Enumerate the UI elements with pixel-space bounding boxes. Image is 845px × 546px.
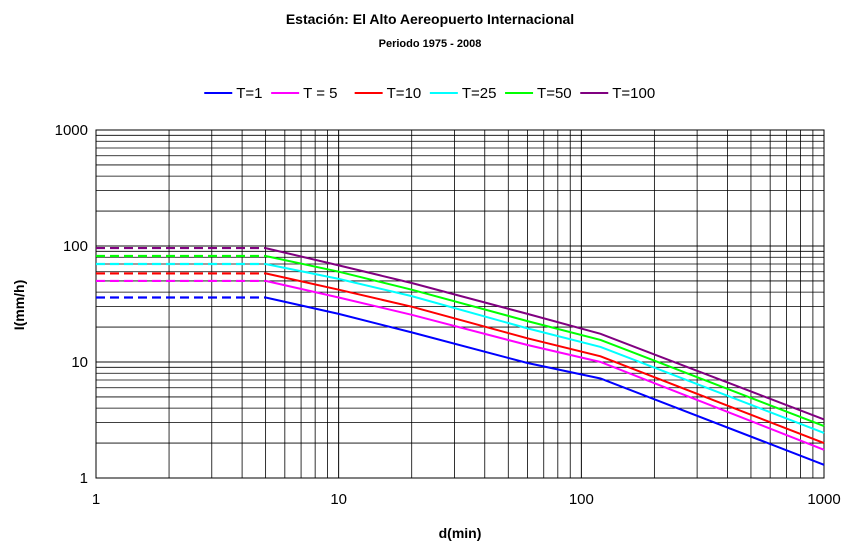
chart-subtitle: Periodo 1975 - 2008 xyxy=(379,38,482,50)
series-line xyxy=(265,263,825,434)
chart-title: Estación: El Alto Aereopuerto Internacio… xyxy=(286,11,574,27)
series-line xyxy=(265,255,825,428)
chart-grid xyxy=(95,129,825,479)
legend-item: T = 5 xyxy=(271,85,337,102)
y-tick-label: 10 xyxy=(71,354,88,371)
legend-item: T=50 xyxy=(505,85,572,102)
series-line xyxy=(265,279,825,451)
legend-item: T=100 xyxy=(580,85,655,102)
y-tick-label: 1 xyxy=(80,470,88,487)
x-tick-label: 1000 xyxy=(807,491,840,508)
y-tick-label: 1000 xyxy=(55,122,88,139)
plot-frame xyxy=(95,129,825,479)
legend-label: T=25 xyxy=(462,85,497,102)
legend-item: T=25 xyxy=(429,85,497,102)
series-t50 xyxy=(96,254,825,428)
axis-ticks: 1 10 100 1000 1 10 100 1000 xyxy=(55,122,841,508)
legend-label: T=10 xyxy=(387,85,422,102)
y-tick-label: 100 xyxy=(63,238,88,255)
legend-label: T=50 xyxy=(537,85,572,102)
chart-legend: T=1 T = 5 T=10 T=25 T=50 T=100 xyxy=(204,85,655,102)
x-tick-label: 100 xyxy=(569,491,594,508)
series-t5 xyxy=(96,279,825,451)
legend-item: T=10 xyxy=(354,85,422,102)
plot-area xyxy=(96,246,825,466)
series-t25 xyxy=(96,262,825,434)
x-tick-label: 1 xyxy=(92,491,100,508)
legend-item: T=1 xyxy=(204,85,263,102)
x-axis-label: d(min) xyxy=(439,525,482,541)
x-tick-label: 10 xyxy=(330,491,347,508)
series-t10 xyxy=(96,272,825,445)
y-axis-label: I(mm/h) xyxy=(11,280,27,331)
legend-label: T=100 xyxy=(612,85,655,102)
legend-label: T=1 xyxy=(236,85,262,102)
legend-label: T = 5 xyxy=(303,85,337,102)
series-line xyxy=(265,247,825,421)
series-t100 xyxy=(96,246,825,421)
series-t1 xyxy=(96,296,825,466)
series-line xyxy=(265,296,825,466)
series-line xyxy=(265,272,825,445)
